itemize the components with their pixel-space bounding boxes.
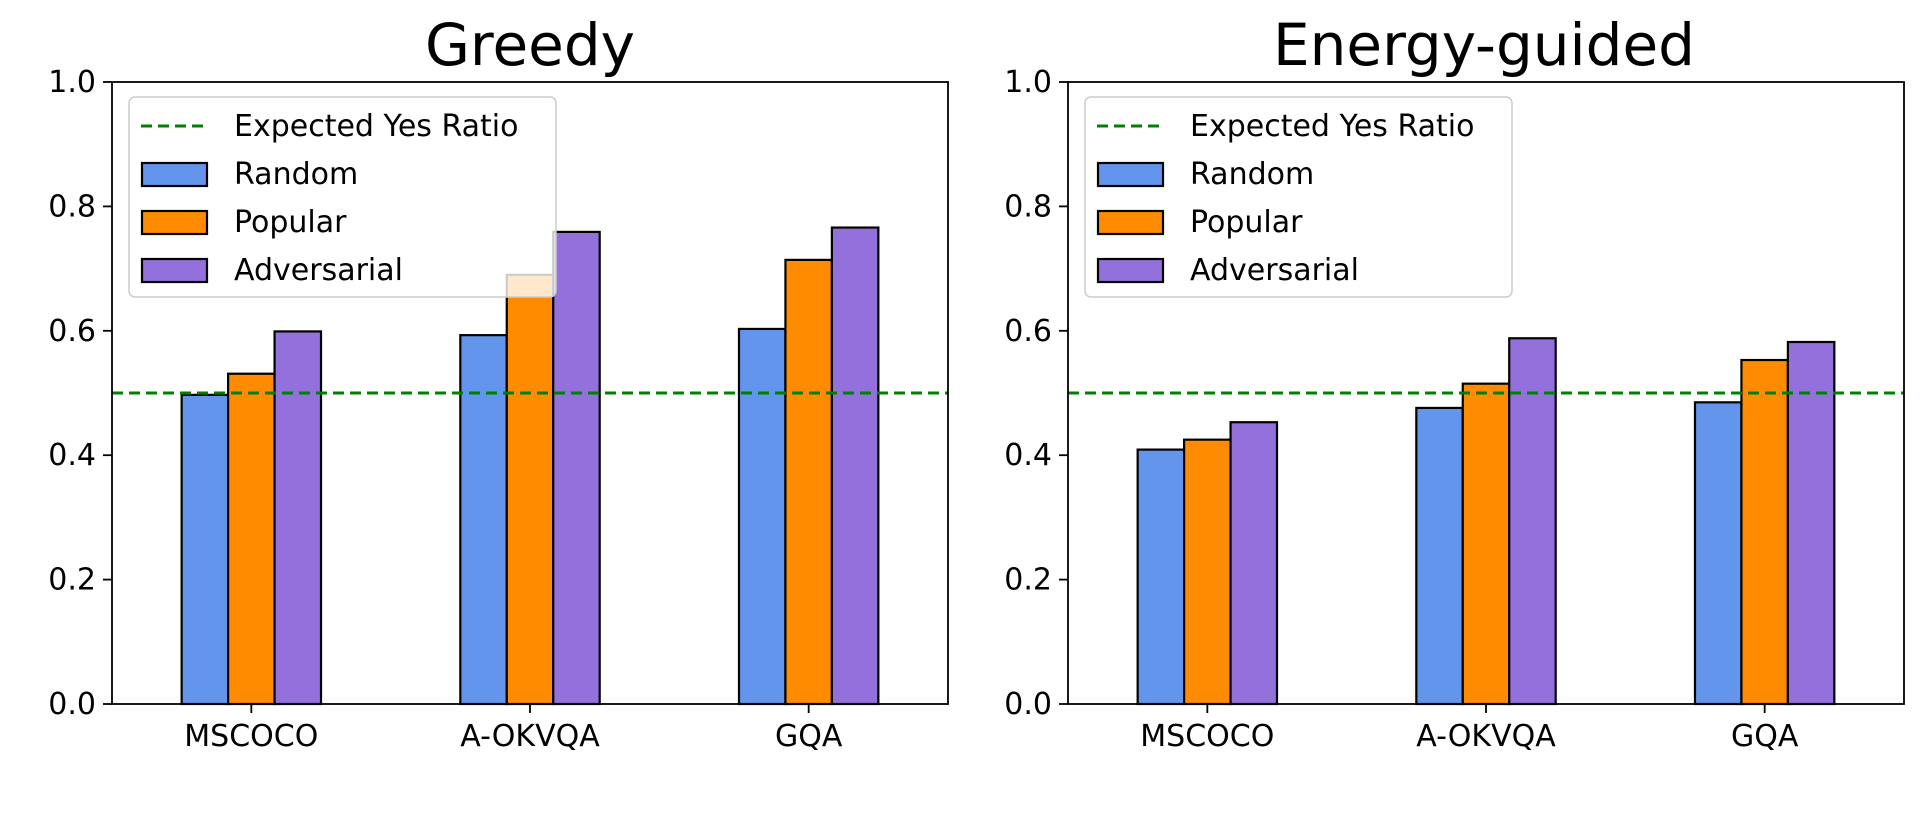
y-tick-label: 0.4: [48, 438, 96, 473]
y-tick-label: 0.6: [1004, 314, 1052, 349]
chart-title: Energy-guided: [1273, 11, 1695, 79]
legend-swatch-popular: [1096, 209, 1165, 236]
legend-label-random: Random: [234, 157, 358, 192]
x-tick-label: MSCOCO: [184, 719, 318, 754]
legend: Expected Yes Ratio Random Popular Adversari…: [128, 96, 557, 298]
y-tick-label: 0.8: [48, 189, 96, 224]
legend-label-line: Expected Yes Ratio: [234, 109, 519, 144]
bar-random-a-okvqa: [459, 334, 508, 706]
chart-title: Greedy: [425, 11, 635, 79]
bar-random-gqa: [737, 327, 787, 706]
bar-adversarial-mscoco: [273, 330, 323, 706]
bar-random-a-okvqa: [1415, 406, 1464, 706]
legend-label-line: Expected Yes Ratio: [1190, 109, 1475, 144]
bar-popular-mscoco: [1183, 438, 1232, 706]
legend-label-popular: Popular: [234, 205, 347, 240]
legend: Expected Yes Ratio Random Popular Adversari…: [1084, 96, 1513, 298]
bar-popular-a-okvqa: [505, 273, 555, 706]
y-tick-label: 0.6: [48, 314, 96, 349]
bar-adversarial-mscoco: [1229, 421, 1279, 706]
legend-label-adversarial: Adversarial: [234, 253, 403, 288]
legend-label-popular: Popular: [1190, 205, 1303, 240]
x-tick-label: MSCOCO: [1140, 719, 1274, 754]
chart-energy-guided: Energy-guided 0.0 0.2 0.4 0.6 0.8 1.0 MSCOCO A-…: [1004, 11, 1905, 754]
x-tick-label: GQA: [775, 719, 843, 754]
bar-popular-gqa: [784, 258, 833, 706]
bar-adversarial-gqa: [1786, 340, 1836, 706]
bar-random-mscoco: [180, 393, 230, 706]
legend-swatch-adversarial: [1096, 257, 1165, 284]
y-tick-label: 0.2: [48, 563, 96, 598]
bar-popular-mscoco: [227, 372, 276, 706]
y-tick-label: 0.0: [1004, 687, 1052, 722]
legend-swatch-random: [1096, 161, 1165, 188]
legend-swatch-random: [140, 161, 209, 188]
y-tick-label: 1.0: [1004, 65, 1052, 100]
bar-adversarial-gqa: [830, 226, 880, 706]
x-tick-label: GQA: [1731, 719, 1799, 754]
legend-label-adversarial: Adversarial: [1190, 253, 1359, 288]
bar-adversarial-a-okvqa: [552, 230, 601, 706]
y-tick-label: 0.4: [1004, 438, 1052, 473]
bar-popular-gqa: [1740, 358, 1789, 706]
bar-random-mscoco: [1136, 448, 1186, 706]
legend-label-random: Random: [1190, 157, 1314, 192]
x-tick-label: A-OKVQA: [460, 719, 600, 754]
chart-greedy: Greedy 0.0 0.2 0.4 0.6 0.8 1.0 MSCOCO A-OKVQA GQ…: [48, 11, 949, 754]
y-tick-label: 0.8: [1004, 189, 1052, 224]
legend-swatch-popular: [140, 209, 209, 236]
y-tick-label: 0.0: [48, 687, 96, 722]
legend-frame: [1084, 96, 1513, 298]
y-tick-label: 1.0: [48, 65, 96, 100]
bar-random-gqa: [1693, 401, 1743, 706]
bar-popular-a-okvqa: [1461, 382, 1511, 706]
legend-swatch-adversarial: [140, 257, 209, 284]
x-tick-label: A-OKVQA: [1416, 719, 1556, 754]
legend-frame: [128, 96, 557, 298]
y-tick-label: 0.2: [1004, 563, 1052, 598]
